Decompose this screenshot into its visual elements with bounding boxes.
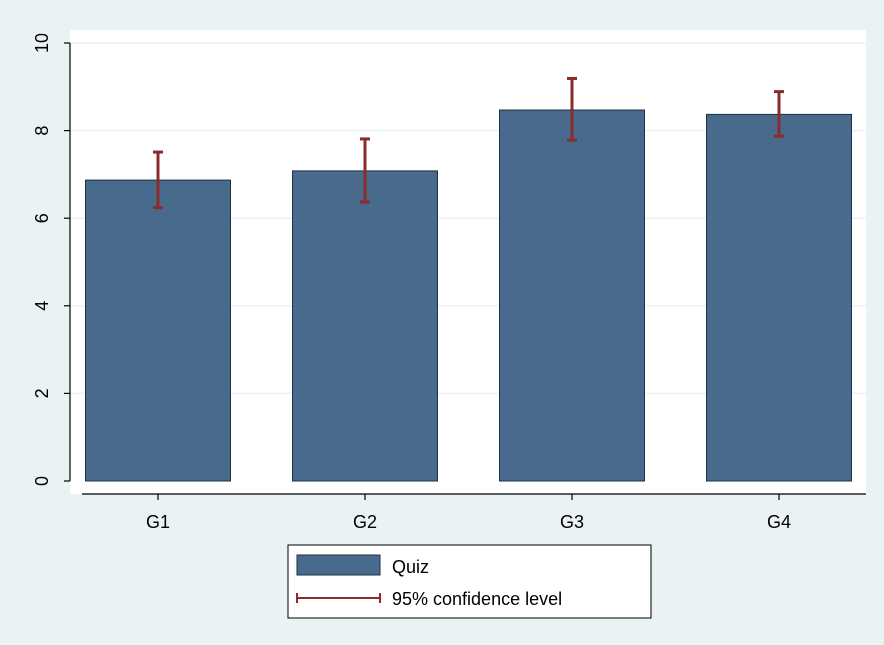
x-tick-label-g4: G4 [767,512,791,532]
bars [85,109,852,482]
legend-swatch-quiz [296,554,381,576]
y-tick-label: 10 [32,33,52,53]
x-tick-label-g1: G1 [146,512,170,532]
legend-label-confidence: 95% confidence level [392,589,562,609]
x-tick-label-g3: G3 [560,512,584,532]
bar-g4 [706,113,852,482]
y-tick-label: 8 [32,126,52,136]
error-bar-g2 [360,137,370,204]
y-axis-ticks: 0 2 4 6 8 10 [32,33,70,486]
legend-error-bar-icon [296,593,381,603]
y-tick-label: 6 [32,213,52,223]
error-bar-g4 [774,90,784,138]
bar-g2 [292,170,438,482]
bar-g3 [499,109,645,482]
x-axis-ticks: G1 G2 G3 G4 [146,494,791,532]
error-bar-g3 [567,76,577,142]
y-tick-label: 0 [32,476,52,486]
axes [69,43,866,495]
error-bars [153,76,784,210]
legend: Quiz 95% confidence level [287,544,652,619]
y-tick-label: 2 [32,388,52,398]
bar-g1 [85,179,231,482]
error-bar-g1 [153,150,163,210]
legend-label-quiz: Quiz [392,557,429,577]
y-tick-label: 4 [32,301,52,311]
x-tick-label-g2: G2 [353,512,377,532]
